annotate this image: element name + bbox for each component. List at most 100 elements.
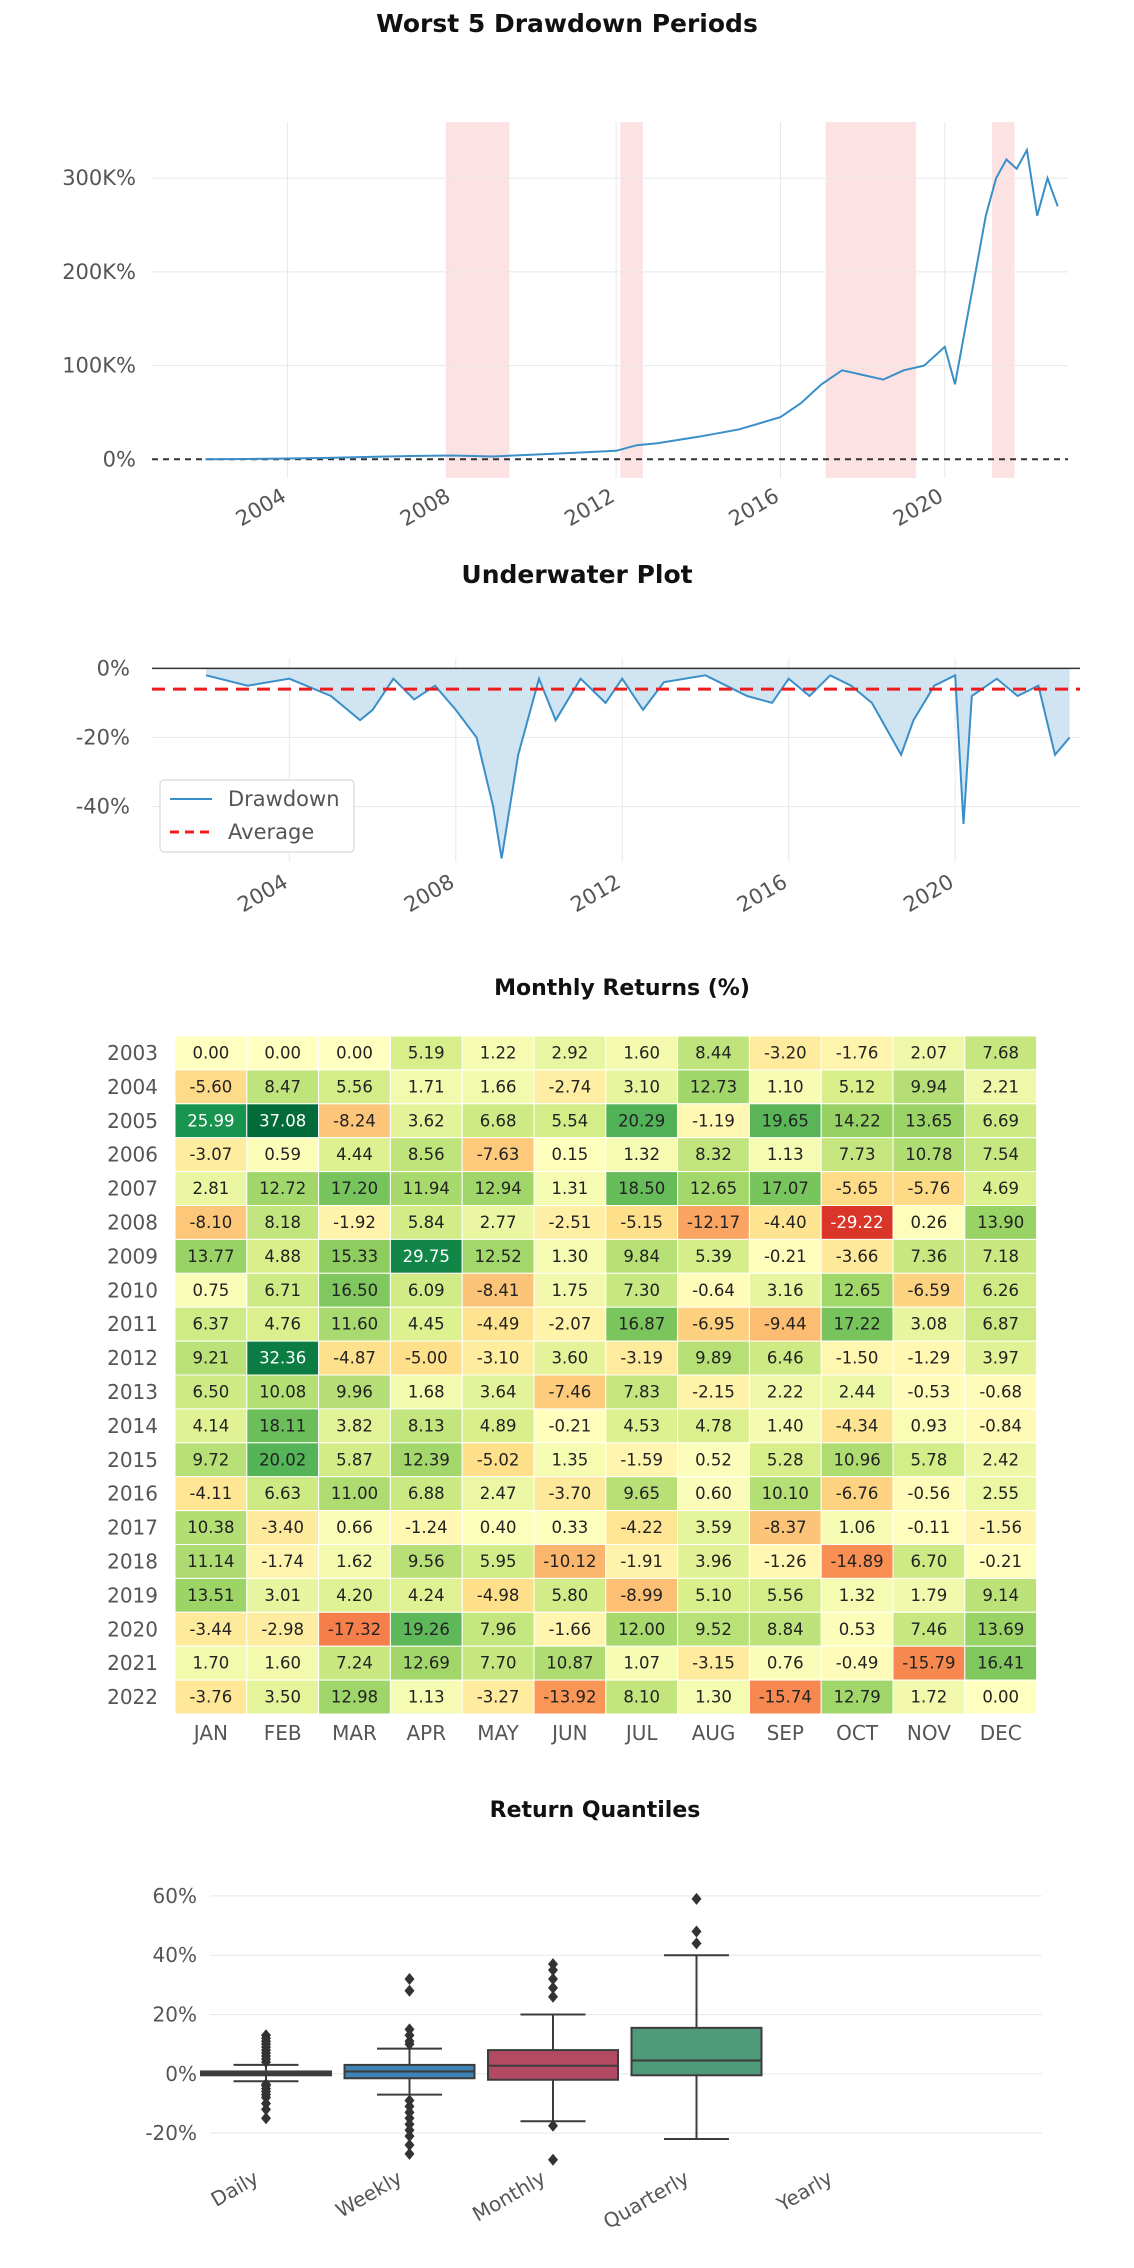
heatmap-cell: [677, 1340, 750, 1376]
heatmap-value: 9.56: [408, 1552, 445, 1571]
heatmap-value: 1.22: [480, 1043, 517, 1062]
heatmap-value: 4.69: [982, 1179, 1019, 1198]
heatmap-cell: [174, 1476, 248, 1512]
heatmap-cell: [677, 1306, 750, 1342]
heatmap-cell: [748, 1103, 822, 1139]
heatmap-cell: [964, 1476, 1038, 1512]
x-category-label: Daily: [207, 2165, 263, 2211]
heatmap-value: 3.08: [911, 1315, 948, 1334]
heatmap-value: 1.62: [336, 1552, 373, 1571]
heatmap-value: 12.65: [833, 1281, 880, 1300]
heatmap-value: -0.84: [979, 1416, 1022, 1435]
heatmap-cell: [820, 1544, 894, 1579]
box-outlier: [548, 1981, 558, 1994]
heatmap-value: 5.56: [336, 1077, 373, 1096]
return-quantiles-title: Return Quantiles: [490, 1798, 701, 1823]
heatmap-value: 4.89: [480, 1416, 517, 1435]
row-year-label: 2016: [107, 1482, 158, 1506]
heatmap-value: 0.00: [336, 1043, 373, 1062]
heatmap-cell: [748, 1679, 822, 1715]
heatmap-value: 9.72: [193, 1450, 230, 1469]
heatmap-value: -0.68: [979, 1382, 1022, 1401]
row-year-label: 2015: [107, 1448, 158, 1472]
heatmap-cell: [533, 1306, 607, 1342]
heatmap-value: 4.14: [193, 1416, 230, 1435]
heatmap-cell: [174, 1306, 248, 1342]
heatmap-value: -4.22: [620, 1518, 663, 1537]
heatmap-value: 7.18: [982, 1247, 1019, 1266]
heatmap-cell: [533, 1374, 607, 1410]
box-outlier: [261, 2029, 271, 2042]
heatmap-value: -3.44: [190, 1620, 233, 1639]
heatmap-value: 19.65: [762, 1111, 809, 1130]
heatmap-cell: [892, 1442, 966, 1478]
heatmap-value: 0.93: [911, 1416, 948, 1435]
heatmap-value: 12.94: [474, 1179, 521, 1198]
row-year-label: 2017: [107, 1516, 158, 1540]
heatmap-cell: [892, 1340, 966, 1376]
box-outlier: [548, 2119, 558, 2132]
heatmap-cell: [892, 1103, 966, 1139]
heatmap-value: 13.69: [977, 1620, 1024, 1639]
heatmap-value: 4.45: [408, 1315, 445, 1334]
heatmap-cell: [964, 1205, 1038, 1240]
heatmap-value: -6.76: [836, 1484, 879, 1503]
heatmap-cell: [677, 1510, 750, 1545]
heatmap-value: 12.73: [690, 1077, 737, 1096]
heatmap-value: 20.02: [259, 1450, 306, 1469]
heatmap-value: 1.66: [480, 1077, 517, 1096]
heatmap-value: 9.84: [623, 1247, 660, 1266]
heatmap-value: 12.98: [331, 1688, 378, 1707]
monthly-returns-chart: Monthly Returns (%) 0.00 0.00 0.00 5.19 1.22…: [107, 976, 1038, 1745]
heatmap-value: 1.70: [193, 1654, 230, 1673]
heatmap-value: 10.78: [905, 1145, 952, 1164]
heatmap-cell: [964, 1137, 1038, 1173]
heatmap-value: 7.30: [623, 1281, 660, 1300]
heatmap-value: -9.44: [764, 1315, 807, 1334]
row-year-label: 2005: [107, 1109, 158, 1133]
heatmap-value: 1.06: [839, 1518, 876, 1537]
heatmap-value: -5.60: [190, 1077, 233, 1096]
y-tick-label: 100K%: [62, 354, 136, 378]
heatmap-cell: [318, 1205, 391, 1240]
heatmap-cell: [533, 1103, 607, 1139]
heatmap-value: -10.12: [543, 1552, 596, 1571]
heatmap-cell: [461, 1408, 535, 1444]
box-outlier: [548, 1972, 558, 1985]
heatmap-value: 13.51: [187, 1586, 234, 1605]
heatmap-value: -8.24: [333, 1111, 376, 1130]
heatmap-cell: [318, 1544, 391, 1579]
heatmap-value: 7.36: [911, 1247, 948, 1266]
heatmap-value: 1.79: [911, 1586, 948, 1605]
legend-drawdown-label: Drawdown: [228, 787, 340, 811]
heatmap-cell: [318, 1510, 391, 1545]
heatmap-cell: [318, 1171, 391, 1206]
heatmap-value: -14.89: [830, 1552, 883, 1571]
heatmap-value: 7.54: [982, 1145, 1019, 1164]
heatmap-value: -13.92: [543, 1688, 596, 1707]
drawdown-line: [205, 673, 1071, 859]
heatmap-cell: [533, 1272, 607, 1308]
heatmap-value: 13.77: [187, 1247, 234, 1266]
heatmap-cell: [174, 1137, 248, 1173]
box-iqr: [630, 2026, 763, 2077]
heatmap-cell: [677, 1645, 750, 1681]
heatmap-value: -3.07: [190, 1145, 233, 1164]
heatmap-cell: [389, 1103, 463, 1139]
heatmap-value: -2.15: [692, 1382, 735, 1401]
heatmap-value: 1.75: [552, 1281, 589, 1300]
heatmap-value: 7.46: [911, 1620, 948, 1639]
box-outlier: [404, 1972, 415, 1985]
heatmap-cell: [748, 1171, 822, 1206]
x-tick-label: 2004: [234, 870, 292, 918]
heatmap-value: 0.75: [193, 1281, 230, 1300]
y-tick-label: 300K%: [62, 166, 136, 190]
heatmap-value: 8.10: [623, 1688, 660, 1707]
y-tick-label: -20%: [76, 726, 130, 750]
heatmap-value: 1.31: [552, 1179, 589, 1198]
heatmap-value: 9.14: [982, 1586, 1019, 1605]
heatmap-value: 17.22: [833, 1315, 880, 1334]
heatmap-value: -3.70: [549, 1484, 592, 1503]
heatmap-value: -0.64: [692, 1281, 735, 1300]
heatmap-value: 2.07: [911, 1043, 948, 1062]
